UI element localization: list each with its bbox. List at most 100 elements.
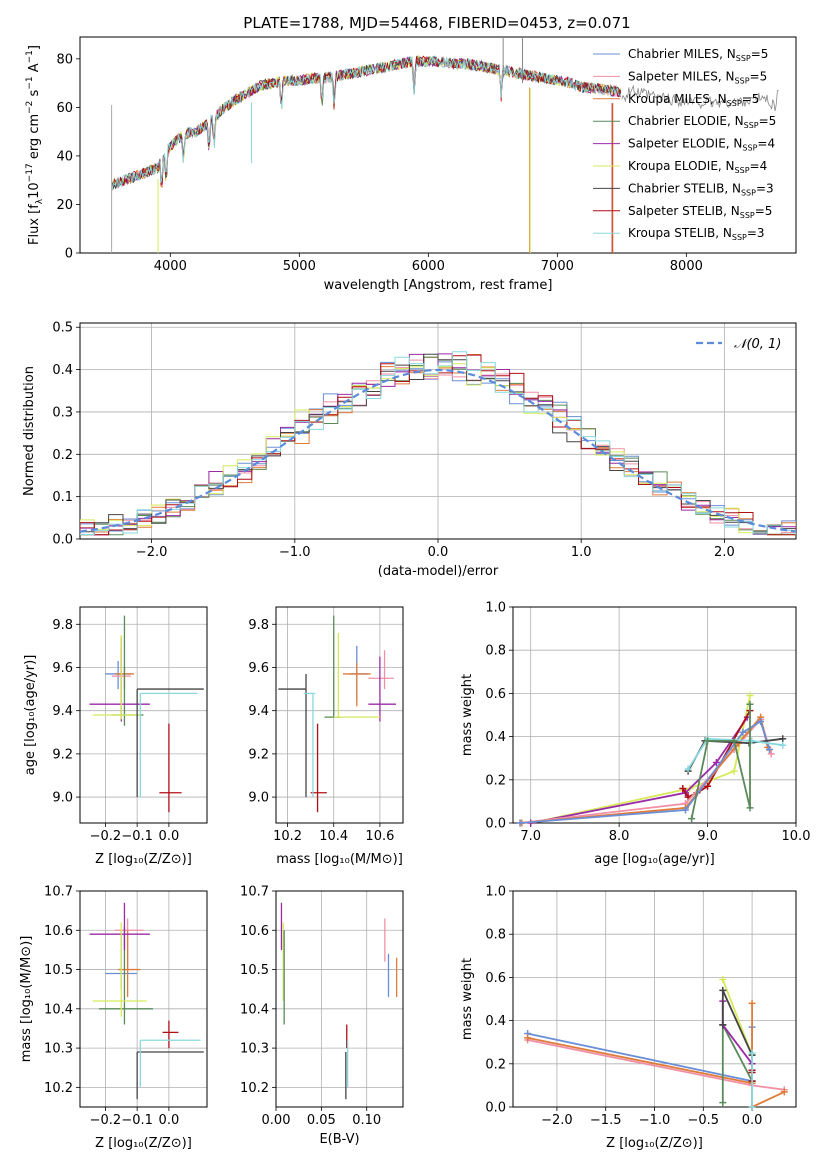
- axes-frame: [512, 606, 797, 824]
- data-point-marker: [524, 1034, 532, 1042]
- y-tick-label: 20: [56, 198, 73, 213]
- legend-label-main: Chabrier STELIB, N: [628, 181, 741, 195]
- data-point-marker: [780, 1088, 788, 1096]
- label-part: 10: [27, 182, 42, 199]
- y-tick-label: 0.4: [485, 730, 506, 745]
- data-point-marker: [704, 782, 712, 790]
- residuals-y-label: Normed distribution: [22, 366, 37, 496]
- label-part: −2: [25, 101, 35, 114]
- y-tick-label: 10.4: [44, 1002, 73, 1017]
- y-tick-label: 10.3: [44, 1042, 73, 1057]
- age-vs-metallicity-panel: −0.2 −0.1 0.0 9.0 9.2 9.4 9.6 9.8 Z [log₁₀(Z/Z⊙)…: [23, 606, 208, 867]
- data-point-marker: [684, 765, 692, 773]
- data-point-marker: [516, 819, 524, 827]
- legend-label-tail: =5: [755, 204, 773, 218]
- label-part: Flux [f: [27, 204, 42, 245]
- x-tick-label: 5000: [283, 259, 316, 274]
- x-tick-label: −1.5: [590, 1113, 622, 1128]
- y-tick-label: 0.8: [485, 928, 506, 943]
- legend-label: Chabrier ELODIE, NSSP=5: [628, 114, 776, 130]
- legend-label-sub: SSP: [740, 211, 755, 220]
- y-tick-label: 9.4: [248, 704, 269, 719]
- x-tick-label: 10.2: [273, 829, 302, 844]
- data-point-marker: [748, 999, 756, 1007]
- y-tick-label: 10.7: [44, 885, 73, 900]
- legend-label-sub: SSP: [732, 233, 747, 242]
- spectrum-lines: [111, 37, 779, 253]
- y-tick-label: 0.0: [485, 1101, 506, 1116]
- data-tail-line: [621, 84, 779, 112]
- x-tick-label: −0.1: [121, 829, 153, 844]
- axes-frame: [79, 36, 797, 254]
- y-tick-label: 9.2: [248, 747, 269, 762]
- y-tick-label: 9.2: [52, 747, 73, 762]
- y-tick-label: 0.6: [485, 971, 506, 986]
- legend-label-tail: =3: [756, 181, 774, 195]
- y-tick-label: 10.6: [44, 924, 73, 939]
- data-point-marker: [679, 784, 687, 792]
- legend-label-main: Kroupa MILES, N: [628, 92, 727, 106]
- label-part: −1: [25, 76, 35, 89]
- x-tick-label: 0.10: [352, 1113, 381, 1128]
- axes-frame: [79, 606, 208, 824]
- histogram-lines: [80, 351, 796, 536]
- y-tick-label: 10.4: [240, 1002, 269, 1017]
- x-tick-label: 6000: [412, 259, 445, 274]
- y-tick-label: 60: [56, 101, 73, 116]
- data-point-marker: [730, 767, 738, 775]
- y-tick-label: 10.2: [44, 1081, 73, 1096]
- data-point-marker: [748, 1049, 756, 1057]
- massweight-vs-metallicity-panel: −2.0 −1.5 −1.0 −0.5 0.0 0.0 0.2 0.4 0.6 0.8 1.0 Z […: [460, 885, 797, 1151]
- legend-label-main: Kroupa STELIB, N: [628, 226, 732, 240]
- mass-vs-ebv-panel: 0.00 0.05 0.10 10.2 10.3 10.4 10.5 10.6 10.7 E(B-…: [240, 885, 404, 1147]
- x-tick-label: −0.1: [121, 1113, 153, 1128]
- x-tick-label: 10.0: [782, 829, 811, 844]
- y-tick-label: 0.0: [52, 533, 73, 548]
- gaussian-reference-line: [80, 368, 796, 533]
- data-point-marker: [712, 759, 720, 767]
- y-tick-label: 0.1: [52, 490, 73, 505]
- y-tick-label: 9.4: [52, 704, 73, 719]
- data-point-marker: [681, 806, 689, 814]
- y-tick-label: 0.0: [485, 817, 506, 832]
- data-point-marker: [688, 815, 696, 823]
- ageZ-y-label: age [log₁₀(age/yr)]: [23, 655, 38, 776]
- x-tick-label: 7000: [541, 259, 574, 274]
- x-tick-label: 8000: [670, 259, 703, 274]
- data-point-marker: [704, 737, 712, 745]
- residuals-x-label: (data-model)/error: [378, 564, 499, 579]
- y-tick-label: 9.0: [52, 791, 73, 806]
- legend-label: Kroupa MILES, NSSP=5: [628, 92, 759, 108]
- y-tick-label: 10.5: [44, 963, 73, 978]
- x-tick-label: −1.0: [279, 545, 311, 560]
- label-part: s: [27, 89, 42, 100]
- label-part: −1: [25, 50, 35, 63]
- x-axis-label: age [log₁₀(age/yr)]: [594, 852, 715, 867]
- massZ-x-label: Z [log₁₀(Z/Z⊙)]: [95, 1136, 192, 1151]
- x-tick-label: −0.5: [688, 1113, 720, 1128]
- residuals-panel: −2.0 −1.0 0.0 1.0 2.0 0.0 0.1 0.2 0.3 0.4 0.5 𝒩(0, …: [22, 321, 797, 579]
- data-point-marker: [767, 750, 775, 758]
- x-tick-label: 0.05: [307, 1113, 336, 1128]
- y-tick-label: 10.2: [240, 1081, 269, 1096]
- legend-label: Kroupa STELIB, NSSP=3: [628, 226, 765, 242]
- series-line: [682, 710, 751, 799]
- x-tick-label: 8.0: [609, 829, 630, 844]
- legend-label-main: Kroupa ELODIE, N: [628, 159, 735, 173]
- legend-label-main: Salpeter MILES, N: [628, 69, 735, 83]
- x-tick-label: 0.0: [428, 545, 449, 560]
- legend-label-tail: =5: [759, 114, 777, 128]
- label-part: λ: [35, 198, 45, 204]
- y-tick-label: 10.3: [240, 1042, 269, 1057]
- legend-label-sub: SSP: [742, 144, 757, 153]
- legend-label-main: Chabrier MILES, N: [628, 47, 736, 61]
- y-tick-label: 0.2: [485, 1057, 506, 1072]
- x-tick-label: 9.0: [697, 829, 718, 844]
- axes-frame: [275, 890, 404, 1108]
- y-tick-label: 10.5: [240, 963, 269, 978]
- y-tick-label: 1.0: [485, 601, 506, 616]
- legend-label-tail: =5: [751, 47, 769, 61]
- legend-label: Salpeter MILES, NSSP=5: [628, 69, 767, 85]
- y-tick-label: 0.4: [52, 363, 73, 378]
